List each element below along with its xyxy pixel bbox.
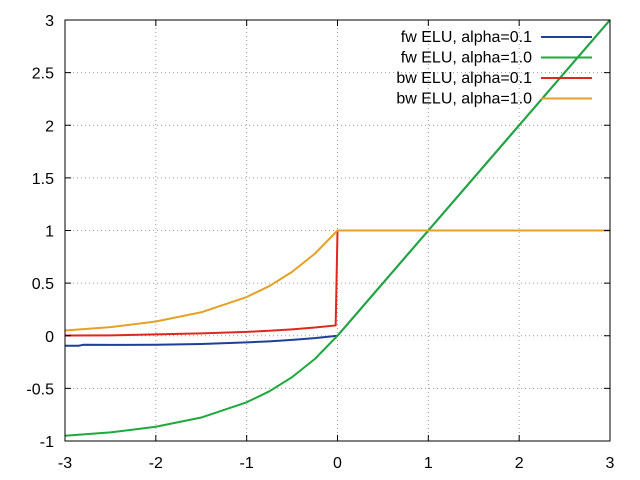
series-line-bw-elu-alpha-0-1 — [64, 229, 610, 337]
y-tick-label: 2 — [45, 118, 54, 135]
series-line-fw-elu-alpha-1-0 — [64, 19, 611, 437]
axis-ticks: -3 -2 -1 0 1 2 3 -1 -0.5 0 0.5 1 1.5 2 2.5 3 — [26, 13, 614, 472]
x-tick-label: 1 — [424, 455, 433, 472]
x-tick-label: -1 — [240, 455, 254, 472]
y-tick-label: 1 — [45, 224, 54, 241]
y-tick-label: 3 — [45, 13, 54, 30]
legend: fw ELU, alpha=0.1 fw ELU, alpha=1.0 bw ELU… — [396, 29, 592, 108]
series-lines — [64, 19, 611, 437]
y-tick-label: -0.5 — [26, 381, 54, 398]
y-tick-label: 2.5 — [32, 66, 54, 83]
legend-label: bw ELU, alpha=1.0 — [396, 91, 532, 108]
y-tick-label: 0.5 — [32, 276, 54, 293]
x-tick-label: 0 — [333, 455, 342, 472]
x-tick-label: 3 — [606, 455, 615, 472]
x-tick-label: -2 — [149, 455, 163, 472]
y-tick-label: 1.5 — [32, 171, 54, 188]
x-tick-label: 2 — [515, 455, 524, 472]
y-tick-label: 0 — [45, 329, 54, 346]
legend-label: bw ELU, alpha=0.1 — [396, 70, 532, 87]
x-tick-label: -3 — [58, 455, 72, 472]
legend-label: fw ELU, alpha=1.0 — [401, 50, 532, 67]
series-line-bw-elu-alpha-1-0 — [64, 229, 610, 332]
y-tick-label: -1 — [40, 434, 54, 451]
legend-label: fw ELU, alpha=0.1 — [401, 29, 532, 46]
